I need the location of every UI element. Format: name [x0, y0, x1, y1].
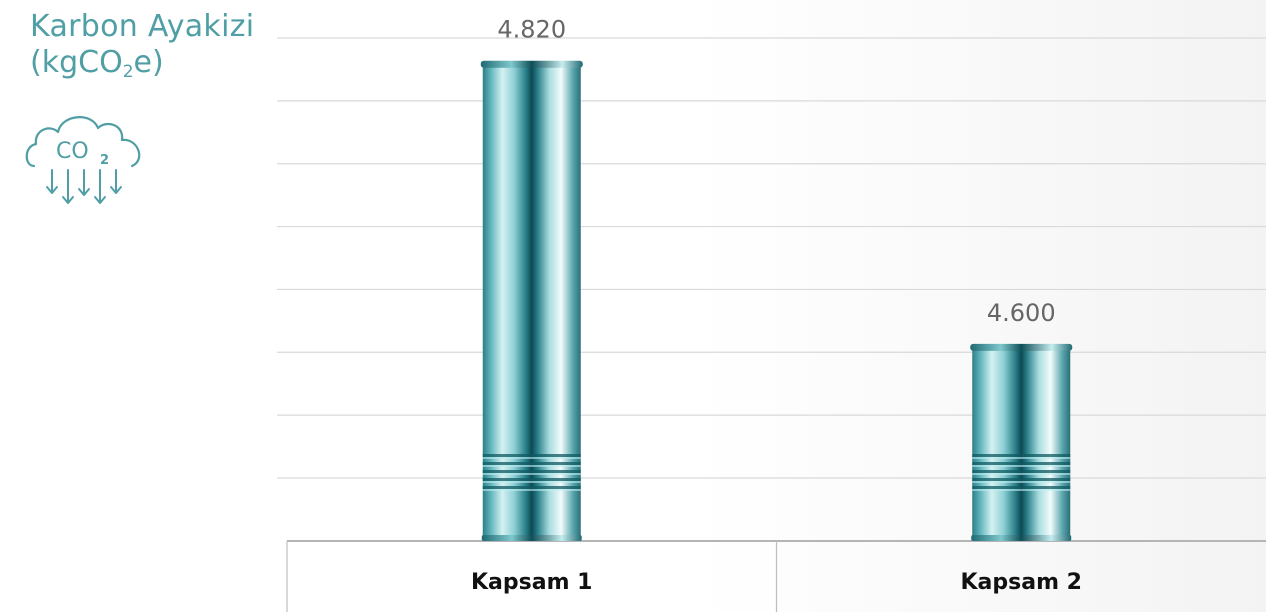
- unit-subscript: 2: [122, 62, 134, 82]
- category-label: Kapsam 2: [961, 570, 1082, 595]
- value-label: 4.600: [987, 299, 1056, 327]
- co2-cloud-icon: CO 2: [25, 116, 141, 204]
- bar-2: [970, 343, 1073, 541]
- svg-text:CO: CO: [56, 139, 89, 164]
- labels: 4.820 Kapsam 1 4.600 Kapsam 2: [471, 16, 1082, 595]
- chart-title-block: Karbon Ayakizi (kgCO2e): [30, 10, 254, 91]
- unit-suffix: e): [133, 45, 164, 80]
- axis: [286, 540, 1266, 612]
- category-label: Kapsam 1: [471, 570, 592, 595]
- svg-text:2: 2: [100, 153, 109, 168]
- gridlines: [277, 37, 1266, 479]
- bars: [480, 60, 1073, 541]
- value-label: 4.820: [497, 16, 566, 44]
- unit-prefix: (kgCO: [30, 45, 123, 80]
- chart-unit: (kgCO2e): [30, 44, 254, 91]
- chart-title: Karbon Ayakizi: [30, 9, 255, 44]
- bar-1: [480, 60, 583, 541]
